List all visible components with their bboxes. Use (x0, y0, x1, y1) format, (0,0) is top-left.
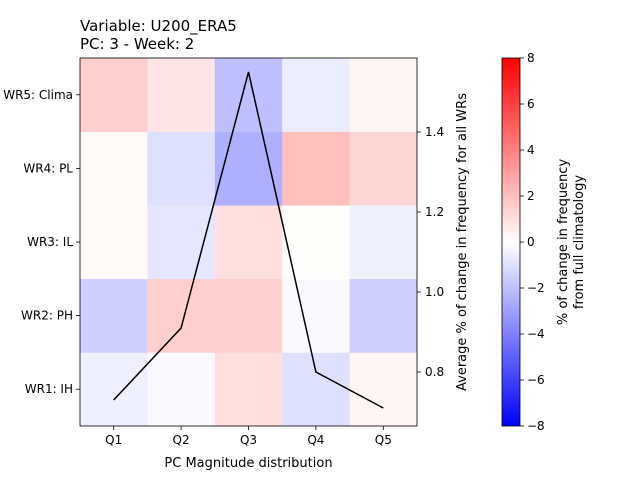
colorbar-label-line-1: % of change in frequency (556, 159, 571, 326)
right-tick-label: 1.0 (425, 285, 444, 299)
colorbar-tick-label: −8 (527, 419, 545, 433)
heatmap-cell (349, 131, 418, 206)
chart-title-line-2: PC: 3 - Week: 2 (80, 35, 194, 53)
heatmap-cell (282, 131, 350, 206)
average-change-line (113, 71, 384, 409)
heatmap-cell (147, 131, 216, 206)
x-tick-label: Q4 (307, 433, 324, 447)
x-tick-label: Q2 (173, 433, 190, 447)
x-tick-label: Q5 (375, 433, 392, 447)
heatmap-cell (214, 58, 283, 132)
heatmap-cells (80, 58, 418, 427)
heatmap-cell (80, 131, 148, 206)
y-tick-label: WR4: PL (23, 161, 73, 175)
heatmap-cell (349, 58, 418, 132)
x-tick-label: Q1 (105, 433, 122, 447)
heatmap-cell (80, 278, 148, 353)
colorbar-label-line-2: from full climatology (572, 175, 587, 309)
y-tick-label: WR5: Clima (3, 88, 73, 102)
x-axis-ticks: Q1 Q2 Q3 Q4 Q5 (105, 426, 392, 447)
heatmap-cell (80, 205, 148, 280)
heatmap-cell (214, 205, 283, 280)
heatmap-cell (214, 352, 283, 427)
right-axis-ticks: 0.8 1.0 1.2 1.4 (417, 125, 444, 379)
y-tick-label: WR1: IH (25, 382, 73, 396)
heatmap-cell (349, 205, 418, 280)
right-tick-label: 0.8 (425, 365, 444, 379)
heatmap-cell (282, 352, 350, 427)
y-tick-label: WR3: IL (27, 235, 73, 249)
heatmap-cell (80, 352, 148, 427)
heatmap-cell (147, 205, 216, 280)
heatmap-cell (214, 278, 283, 353)
x-axis-label: PC Magnitude distribution (164, 456, 332, 471)
heatmap-cell (282, 205, 350, 280)
y-tick-label: WR2: PH (21, 309, 73, 323)
heatmap-cell (214, 131, 283, 206)
right-tick-label: 1.2 (425, 205, 444, 219)
y-axis-ticks: WR1: IH WR2: PH WR3: IL WR4: PL WR5: Clima (3, 88, 80, 396)
colorbar-tick-label: 0 (527, 235, 535, 249)
plot-frame (79, 57, 418, 427)
right-tick-label: 1.4 (425, 125, 444, 139)
heatmap-cell (147, 278, 216, 353)
heatmap-cell (147, 58, 216, 132)
chart-title-line-1: Variable: U200_ERA5 (80, 17, 237, 36)
colorbar-ticks: −8 −6 −4 −2 0 2 4 6 8 (520, 51, 545, 433)
colorbar-tick-label: 2 (527, 189, 535, 203)
colorbar-tick-label: 4 (527, 143, 535, 157)
heatmap-cell (349, 278, 418, 353)
colorbar-tick-label: 8 (527, 51, 535, 65)
heatmap-cell (282, 278, 350, 353)
right-axis-label: Average % of change in frequency for all… (455, 93, 470, 391)
colorbar-tick-label: −6 (527, 373, 545, 387)
colorbar-tick-label: −2 (527, 281, 545, 295)
colorbar-tick-label: −4 (527, 327, 545, 341)
colorbar (501, 57, 521, 427)
x-tick-label: Q3 (240, 433, 257, 447)
heatmap-cell (349, 352, 418, 427)
heatmap-cell (147, 352, 216, 427)
heatmap-cell (80, 58, 148, 132)
colorbar-tick-label: 6 (527, 97, 535, 111)
heatmap-cell (282, 58, 350, 132)
